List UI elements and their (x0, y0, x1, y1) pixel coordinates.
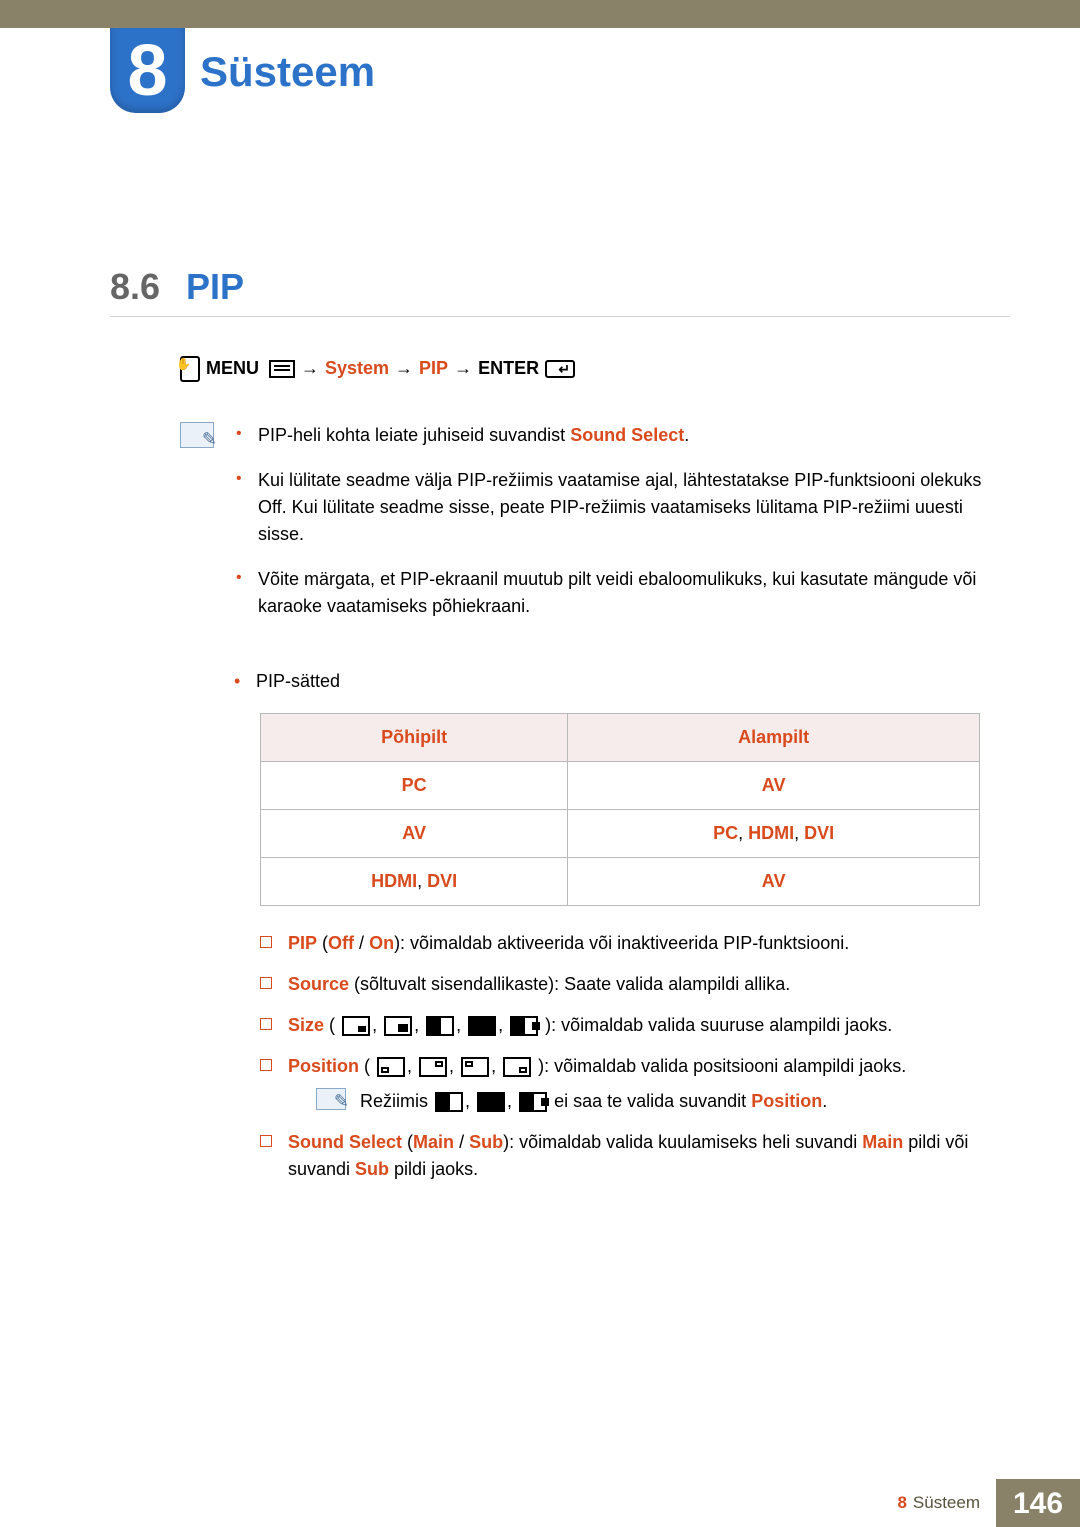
note-text: . (822, 1091, 827, 1111)
position-icon (419, 1057, 447, 1077)
path-system: System (325, 355, 389, 382)
arrow-icon: → (395, 355, 413, 382)
note-icon (180, 422, 214, 448)
opt-label: Position (288, 1056, 359, 1076)
arrow-icon: → (301, 355, 319, 382)
section-title: PIP (186, 260, 244, 314)
cell-main: HDMI, DVI (261, 858, 568, 906)
enter-icon (545, 360, 575, 378)
note-red: Sound Select (570, 425, 684, 445)
position-note-text: Režiimis , , ei saa te valida suvandit P… (360, 1088, 827, 1115)
page-number: 146 (996, 1479, 1080, 1527)
footer-chapnum: 8 (897, 1490, 906, 1516)
note-item: Võite märgata, et PIP-ekraanil muutub pi… (236, 566, 990, 620)
note-text: Režiimis (360, 1091, 433, 1111)
note-text: . (684, 425, 689, 445)
note-text: PIP-heli kohta leiate juhiseid suvandist (258, 425, 570, 445)
option-pip: PIP (Off / On): võimaldab aktiveerida võ… (260, 930, 990, 957)
cell-sub: AV (568, 858, 980, 906)
position-icon (377, 1057, 405, 1077)
note-item: PIP-heli kohta leiate juhiseid suvandist… (236, 422, 990, 449)
sub-part: DVI (804, 823, 834, 843)
note-icon (316, 1088, 346, 1110)
opt-sub: Sub (469, 1132, 503, 1152)
menu-icon (269, 360, 295, 378)
main-part: HDMI (371, 871, 417, 891)
page-footer: 8 Süsteem 146 (0, 1479, 1080, 1527)
opt-on: On (369, 933, 394, 953)
section-number: 8.6 (110, 260, 160, 314)
table-row: PC AV (261, 762, 980, 810)
opt-label: Size (288, 1015, 324, 1035)
opt-desc: (sõltuvalt sisendallikaste): Saate valid… (349, 974, 790, 994)
chapter-number: 8 (127, 35, 167, 107)
size-icon (468, 1016, 496, 1036)
opt-desc: ): võimaldab valida suuruse alampildi ja… (545, 1015, 892, 1035)
main-part: DVI (427, 871, 457, 891)
size-icon (384, 1016, 412, 1036)
cell-sub: PC, HDMI, DVI (568, 810, 980, 858)
col-sub: Alampilt (568, 714, 980, 762)
note-text: ei saa te valida suvandit (554, 1091, 751, 1111)
opt-desc: ): võimaldab aktiveerida või inaktiveeri… (394, 933, 849, 953)
section-heading: 8.6 PIP (110, 260, 1020, 314)
option-source: Source (sõltuvalt sisendallikaste): Saat… (260, 971, 990, 998)
sub-part: HDMI (748, 823, 794, 843)
opt-off: Off (328, 933, 354, 953)
footer-chaptitle: Süsteem (913, 1490, 980, 1516)
top-accent-bar (0, 0, 1080, 28)
option-sound-select: Sound Select (Main / Sub): võimaldab val… (260, 1129, 990, 1183)
position-icon (503, 1057, 531, 1077)
opt-label: PIP (288, 933, 317, 953)
path-pip: PIP (419, 355, 448, 382)
chapter-number-badge: 8 (110, 28, 185, 113)
cell-sub: AV (568, 762, 980, 810)
note-block: PIP-heli kohta leiate juhiseid suvandist… (180, 422, 990, 638)
arrow-icon: → (454, 355, 472, 382)
note-list: PIP-heli kohta leiate juhiseid suvandist… (236, 422, 990, 638)
options-list: PIP (Off / On): võimaldab aktiveerida võ… (260, 930, 990, 1183)
opt-label: Source (288, 974, 349, 994)
footer-section-label: 8 Süsteem (881, 1479, 996, 1527)
position-icon (461, 1057, 489, 1077)
pip-table: Põhipilt Alampilt PC AV AV PC, HDMI, DVI… (260, 713, 980, 906)
sub-part: PC (713, 823, 738, 843)
size-icon (426, 1016, 454, 1036)
opt-main2: Main (862, 1132, 903, 1152)
opt-label: Sound Select (288, 1132, 402, 1152)
opt-desc3: pildi jaoks. (389, 1159, 478, 1179)
option-position: Position ( , , , ): võimaldab valida pos… (260, 1053, 990, 1115)
opt-desc: ): võimaldab valida kuulamiseks heli suv… (503, 1132, 862, 1152)
option-size: Size ( , , , , ): võimaldab valida suuru… (260, 1012, 990, 1039)
enter-label: ENTER (478, 355, 539, 382)
settings-label: PIP-sätted (234, 668, 990, 695)
section-rule (110, 316, 1010, 317)
size-icon (435, 1092, 463, 1112)
menu-label: MENU (206, 355, 259, 382)
remote-icon (180, 356, 200, 382)
table-row: AV PC, HDMI, DVI (261, 810, 980, 858)
opt-main: Main (413, 1132, 454, 1152)
table-row: HDMI, DVI AV (261, 858, 980, 906)
cell-main: AV (261, 810, 568, 858)
size-icon (477, 1092, 505, 1112)
content-area: MENU → System → PIP → ENTER PIP-heli koh… (180, 355, 990, 1197)
size-icon (510, 1016, 538, 1036)
menu-path: MENU → System → PIP → ENTER (180, 355, 990, 382)
size-icon (519, 1092, 547, 1112)
position-note: Režiimis , , ei saa te valida suvandit P… (316, 1088, 990, 1115)
opt-desc: ): võimaldab valida positsiooni alampild… (538, 1056, 906, 1076)
chapter-title: Süsteem (200, 40, 375, 103)
size-icon (342, 1016, 370, 1036)
cell-main: PC (261, 762, 568, 810)
note-item: Kui lülitate seadme välja PIP-režiimis v… (236, 467, 990, 548)
opt-sub2: Sub (355, 1159, 389, 1179)
note-red: Position (751, 1091, 822, 1111)
col-main: Põhipilt (261, 714, 568, 762)
